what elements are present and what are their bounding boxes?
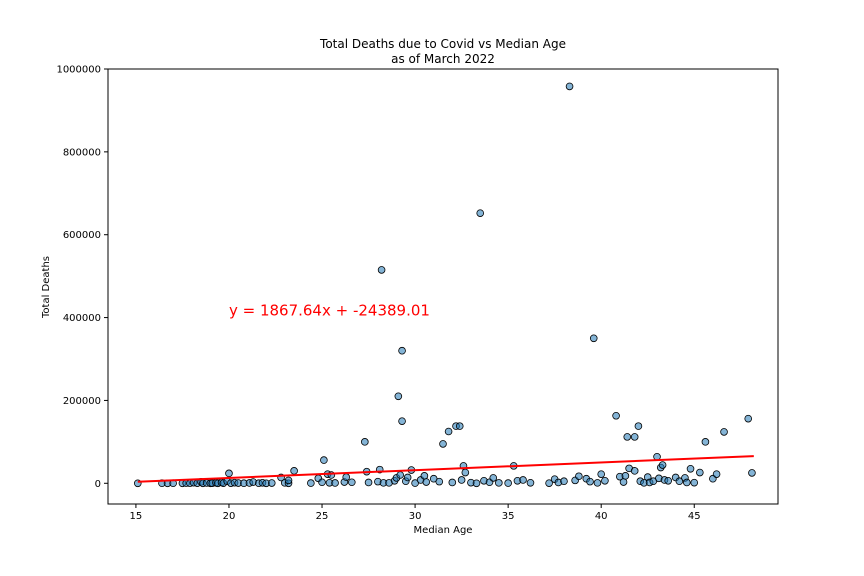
data-point [455, 422, 464, 430]
x-axis-label: Median Age [414, 525, 473, 536]
x-tick-label: 15 [130, 511, 143, 522]
data-point [284, 476, 293, 485]
data-point [394, 392, 403, 401]
data-point [457, 476, 466, 484]
chart-subtitle: as of March 2022 [391, 52, 495, 66]
data-point [720, 428, 728, 436]
chart-title: Total Deaths due to Covid vs Median Age [319, 37, 566, 51]
data-point [634, 422, 643, 430]
data-point [565, 82, 574, 91]
data-point [422, 478, 431, 486]
data-point [690, 478, 699, 487]
regression-line [137, 455, 754, 483]
data-point [560, 477, 568, 486]
data-point [712, 470, 721, 478]
data-point [601, 476, 609, 485]
data-point [439, 440, 447, 448]
data-point [623, 433, 632, 441]
data-point [630, 433, 639, 441]
data-point [593, 479, 602, 487]
data-point [686, 464, 695, 473]
y-tick-label: 400000 [63, 313, 101, 324]
data-point [448, 478, 457, 487]
data-point [696, 468, 704, 477]
x-tick-label: 30 [409, 511, 422, 522]
data-point [331, 479, 339, 487]
data-point [364, 478, 373, 487]
data-point [435, 477, 444, 486]
data-point [589, 334, 598, 343]
y-tick-label: 200000 [63, 396, 101, 407]
x-tick-label: 25 [316, 511, 329, 522]
data-point [701, 438, 710, 446]
data-point [320, 456, 328, 464]
data-point [658, 461, 667, 469]
data-point [621, 472, 630, 480]
data-point [748, 469, 756, 477]
points-layer [133, 82, 756, 488]
y-tick-label: 600000 [63, 230, 101, 241]
regression-equation: y = 1867.64x + -24389.01 [229, 302, 430, 320]
y-axis-label: Total Deaths [41, 256, 52, 319]
data-point [504, 479, 512, 487]
plot-frame [107, 68, 779, 505]
data-point [420, 472, 429, 480]
data-point [489, 474, 498, 482]
data-point [675, 477, 684, 486]
data-point [526, 478, 535, 487]
data-point [744, 414, 753, 423]
x-tick-label: 45 [688, 511, 701, 522]
x-tick-label: 40 [595, 511, 608, 522]
data-point [342, 473, 351, 481]
data-point [398, 346, 406, 355]
data-point [461, 468, 470, 477]
y-axis-ticks: 0 200000 400000 600000 800000 1000000 [56, 65, 108, 490]
data-point [683, 478, 691, 487]
y-tick-label: 0 [95, 479, 101, 490]
y-tick-label: 800000 [63, 147, 101, 158]
data-point [472, 479, 481, 488]
data-point [597, 470, 605, 478]
data-point [444, 427, 453, 436]
data-point [586, 477, 594, 486]
data-point [290, 467, 298, 475]
data-point [396, 471, 404, 479]
data-point [476, 209, 485, 217]
data-point [225, 469, 233, 478]
data-point [361, 438, 369, 446]
data-point [619, 478, 628, 486]
data-point [630, 467, 639, 475]
data-point [267, 479, 276, 487]
data-point [612, 411, 620, 420]
data-point [495, 479, 503, 487]
y-tick-label: 1000000 [56, 65, 101, 76]
x-axis-ticks: 15 20 25 30 35 40 45 [130, 504, 701, 522]
x-tick-label: 20 [223, 511, 236, 522]
data-point [664, 476, 672, 485]
data-point [575, 472, 583, 481]
regression-layer [137, 455, 754, 483]
data-point [307, 479, 315, 487]
x-tick-label: 35 [502, 511, 515, 522]
data-point [403, 473, 412, 482]
data-point [398, 417, 406, 425]
data-point [377, 266, 386, 274]
data-point [348, 478, 356, 487]
data-point [545, 479, 553, 487]
data-point [519, 476, 527, 484]
data-point [318, 478, 326, 487]
